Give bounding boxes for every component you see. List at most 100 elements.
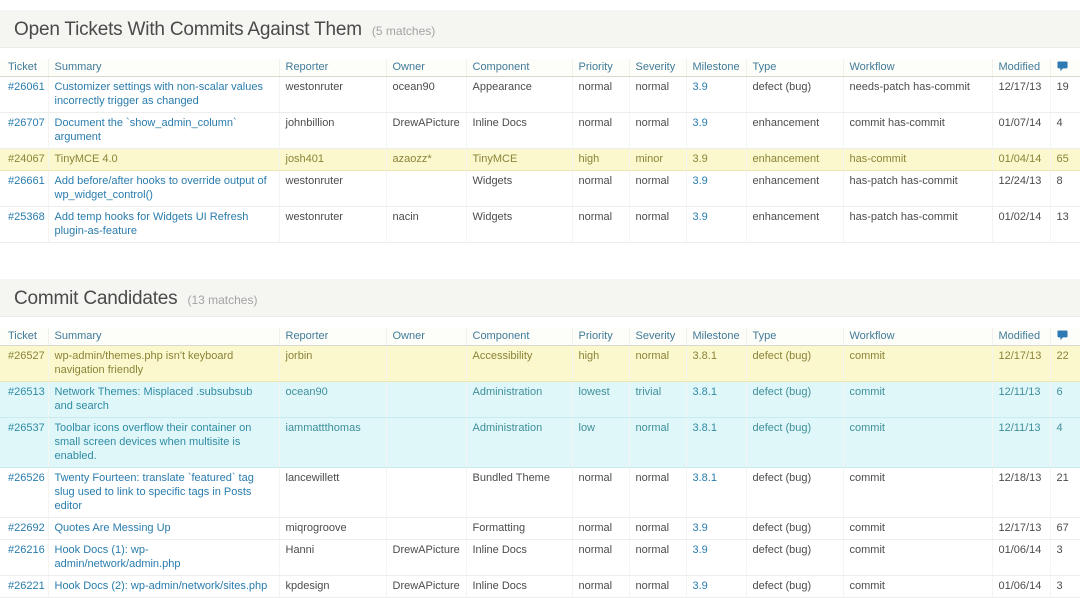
reporter-cell: ocean90 [285,386,328,398]
priority-cell: normal [578,544,613,556]
type-cell: enhancement [752,211,820,223]
ticket-link[interactable]: #26221 [8,580,45,592]
comment-count: 22 [1056,350,1069,362]
column-header-severity[interactable]: Severity [629,59,687,77]
milestone-link[interactable]: 3.9 [692,580,708,592]
ticket-link[interactable]: #26707 [8,117,45,129]
column-header-component[interactable]: Component [466,328,573,346]
column-header-owner[interactable]: Owner [386,328,467,346]
milestone-link[interactable]: 3.9 [692,117,708,129]
table-row: #26661 Add before/after hooks to overrid… [0,170,1080,207]
summary-link[interactable]: Add temp hooks for Widgets UI Refresh pl… [54,211,249,237]
milestone-link[interactable]: 3.8.1 [692,350,717,362]
milestone-link[interactable]: 3.9 [692,175,708,187]
summary-link[interactable]: Hook Docs (2): wp-admin/network/sites.ph… [54,580,268,592]
severity-cell: normal [635,580,670,592]
type-cell: defect (bug) [752,544,812,556]
component-cell: Formatting [472,522,526,534]
summary-link[interactable]: TinyMCE 4.0 [54,153,118,165]
modified-cell: 12/17/13 [998,522,1042,534]
column-header-comments[interactable] [1050,59,1080,77]
reporter-cell: johnbillion [285,117,335,129]
column-header-modified[interactable]: Modified [992,59,1051,77]
ticket-link[interactable]: #26513 [8,386,45,398]
column-header-priority[interactable]: Priority [572,59,630,77]
column-header-workflow[interactable]: Workflow [843,59,993,77]
summary-link[interactable]: Customizer settings with non-scalar valu… [54,81,263,107]
reporter-cell: westonruter [285,211,343,223]
comment-count: 6 [1056,386,1063,398]
type-cell: defect (bug) [752,522,812,534]
workflow-cell: commit has-commit [849,117,945,129]
severity-cell: normal [635,81,670,93]
summary-link[interactable]: Network Themes: Misplaced .subsubsub and… [54,386,253,412]
workflow-cell: commit [849,422,885,434]
column-header-modified[interactable]: Modified [992,328,1051,346]
priority-cell: high [578,153,600,165]
component-cell: Inline Docs [472,580,527,592]
comment-icon [1056,61,1068,72]
priority-cell: normal [578,522,613,534]
summary-link[interactable]: Add before/after hooks to override outpu… [54,175,267,201]
ticket-link[interactable]: #26061 [8,81,45,93]
ticket-link[interactable]: #24067 [8,153,45,165]
ticket-link[interactable]: #26537 [8,422,45,434]
column-header-component[interactable]: Component [466,59,573,77]
tickets-table: Ticket Summary Reporter Owner Component … [0,328,1080,598]
severity-cell: normal [635,522,670,534]
column-header-type[interactable]: Type [746,328,844,346]
column-header-workflow[interactable]: Workflow [843,328,993,346]
component-cell: Accessibility [472,350,533,362]
ticket-link[interactable]: #25368 [8,211,45,223]
tickets-table-body: #26061 Customizer settings with non-scal… [0,76,1080,243]
reporter-cell: lancewillett [285,472,340,484]
table-row: #26707 Document the `show_admin_column` … [0,112,1080,149]
column-header-owner[interactable]: Owner [386,59,467,77]
section-header-open-tickets: Open Tickets With Commits Against Them (… [0,10,1080,48]
component-cell: Widgets [472,175,513,187]
column-header-summary[interactable]: Summary [48,59,280,77]
ticket-link[interactable]: #22692 [8,522,45,534]
column-header-reporter[interactable]: Reporter [279,59,387,77]
summary-link[interactable]: Hook Docs (1): wp-admin/network/admin.ph… [54,544,181,570]
table-row: #26216 Hook Docs (1): wp-admin/network/a… [0,539,1080,576]
summary-link[interactable]: Document the `show_admin_column` argumen… [54,117,237,143]
summary-link[interactable]: wp-admin/themes.php isn't keyboard navig… [54,350,234,376]
column-header-summary[interactable]: Summary [48,328,280,346]
column-header-comments[interactable] [1050,328,1080,346]
ticket-link[interactable]: #26527 [8,350,45,362]
column-header-ticket[interactable]: Ticket [0,328,49,346]
ticket-link[interactable]: #26216 [8,544,45,556]
column-header-ticket[interactable]: Ticket [0,59,49,77]
milestone-link[interactable]: 3.8.1 [692,472,717,484]
column-header-row: Ticket Summary Reporter Owner Component … [0,328,1080,346]
milestone-link[interactable]: 3.9 [692,544,708,556]
milestone-link[interactable]: 3.9 [692,153,708,165]
priority-cell: normal [578,175,613,187]
workflow-cell: commit [849,522,885,534]
ticket-link[interactable]: #26661 [8,175,45,187]
reporter-cell: Hanni [285,544,315,556]
column-header-severity[interactable]: Severity [629,328,687,346]
summary-link[interactable]: Toolbar icons overflow their container o… [54,422,252,462]
milestone-link[interactable]: 3.8.1 [692,422,717,434]
ticket-link[interactable]: #26526 [8,472,45,484]
column-header-priority[interactable]: Priority [572,328,630,346]
summary-link[interactable]: Quotes Are Messing Up [54,522,171,534]
milestone-link[interactable]: 3.9 [692,522,708,534]
milestone-link[interactable]: 3.9 [692,81,708,93]
section-match-count: (5 matches) [371,24,436,38]
table-row: #26526 Twenty Fourteen: translate `featu… [0,467,1080,518]
column-header-reporter[interactable]: Reporter [279,328,387,346]
type-cell: defect (bug) [752,350,812,362]
table-row: #24067 TinyMCE 4.0 josh401 azaozz* TinyM… [0,148,1080,171]
column-header-milestone[interactable]: Milestone [686,328,747,346]
milestone-link[interactable]: 3.9 [692,211,708,223]
column-header-milestone[interactable]: Milestone [686,59,747,77]
column-header-type[interactable]: Type [746,59,844,77]
milestone-link[interactable]: 3.8.1 [692,386,717,398]
priority-cell: high [578,350,600,362]
modified-cell: 01/06/14 [998,544,1042,556]
modified-cell: 12/11/13 [998,422,1041,434]
summary-link[interactable]: Twenty Fourteen: translate `featured` ta… [54,472,254,512]
